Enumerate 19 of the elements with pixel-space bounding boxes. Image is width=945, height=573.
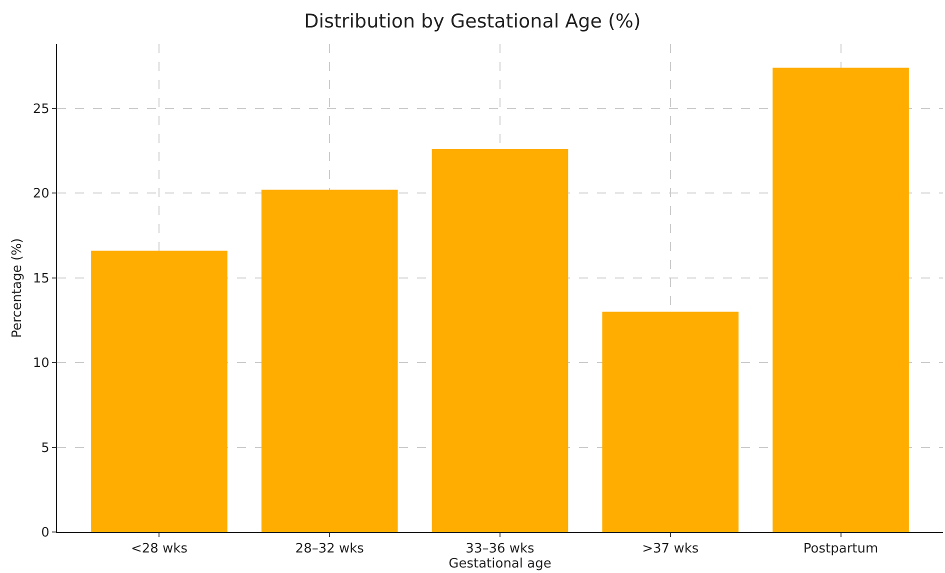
bar — [91, 250, 228, 532]
y-tick-label: 25 — [32, 102, 50, 117]
y-tick-label: 20 — [32, 186, 50, 202]
y-tick-label: 10 — [32, 356, 50, 372]
x-tick-label: Postpartum — [803, 542, 878, 557]
y-tick-label: 5 — [41, 440, 50, 456]
x-tick-label: <28 wks — [130, 542, 188, 557]
x-tick-label: >37 wks — [642, 542, 699, 557]
x-tick-label: 28–32 wks — [295, 542, 364, 557]
x-tick-label: 33–36 wks — [466, 542, 535, 557]
bar — [261, 190, 398, 532]
bar — [772, 68, 909, 532]
chart-title: Distribution by Gestational Age (%) — [304, 10, 641, 33]
bar — [602, 312, 739, 532]
bar — [432, 149, 568, 532]
y-tick-label: 0 — [41, 526, 50, 541]
x-axis-title: Gestational age — [448, 556, 552, 572]
y-tick-label: 15 — [32, 271, 50, 286]
y-axis-title: Percentage (%) — [10, 238, 25, 338]
